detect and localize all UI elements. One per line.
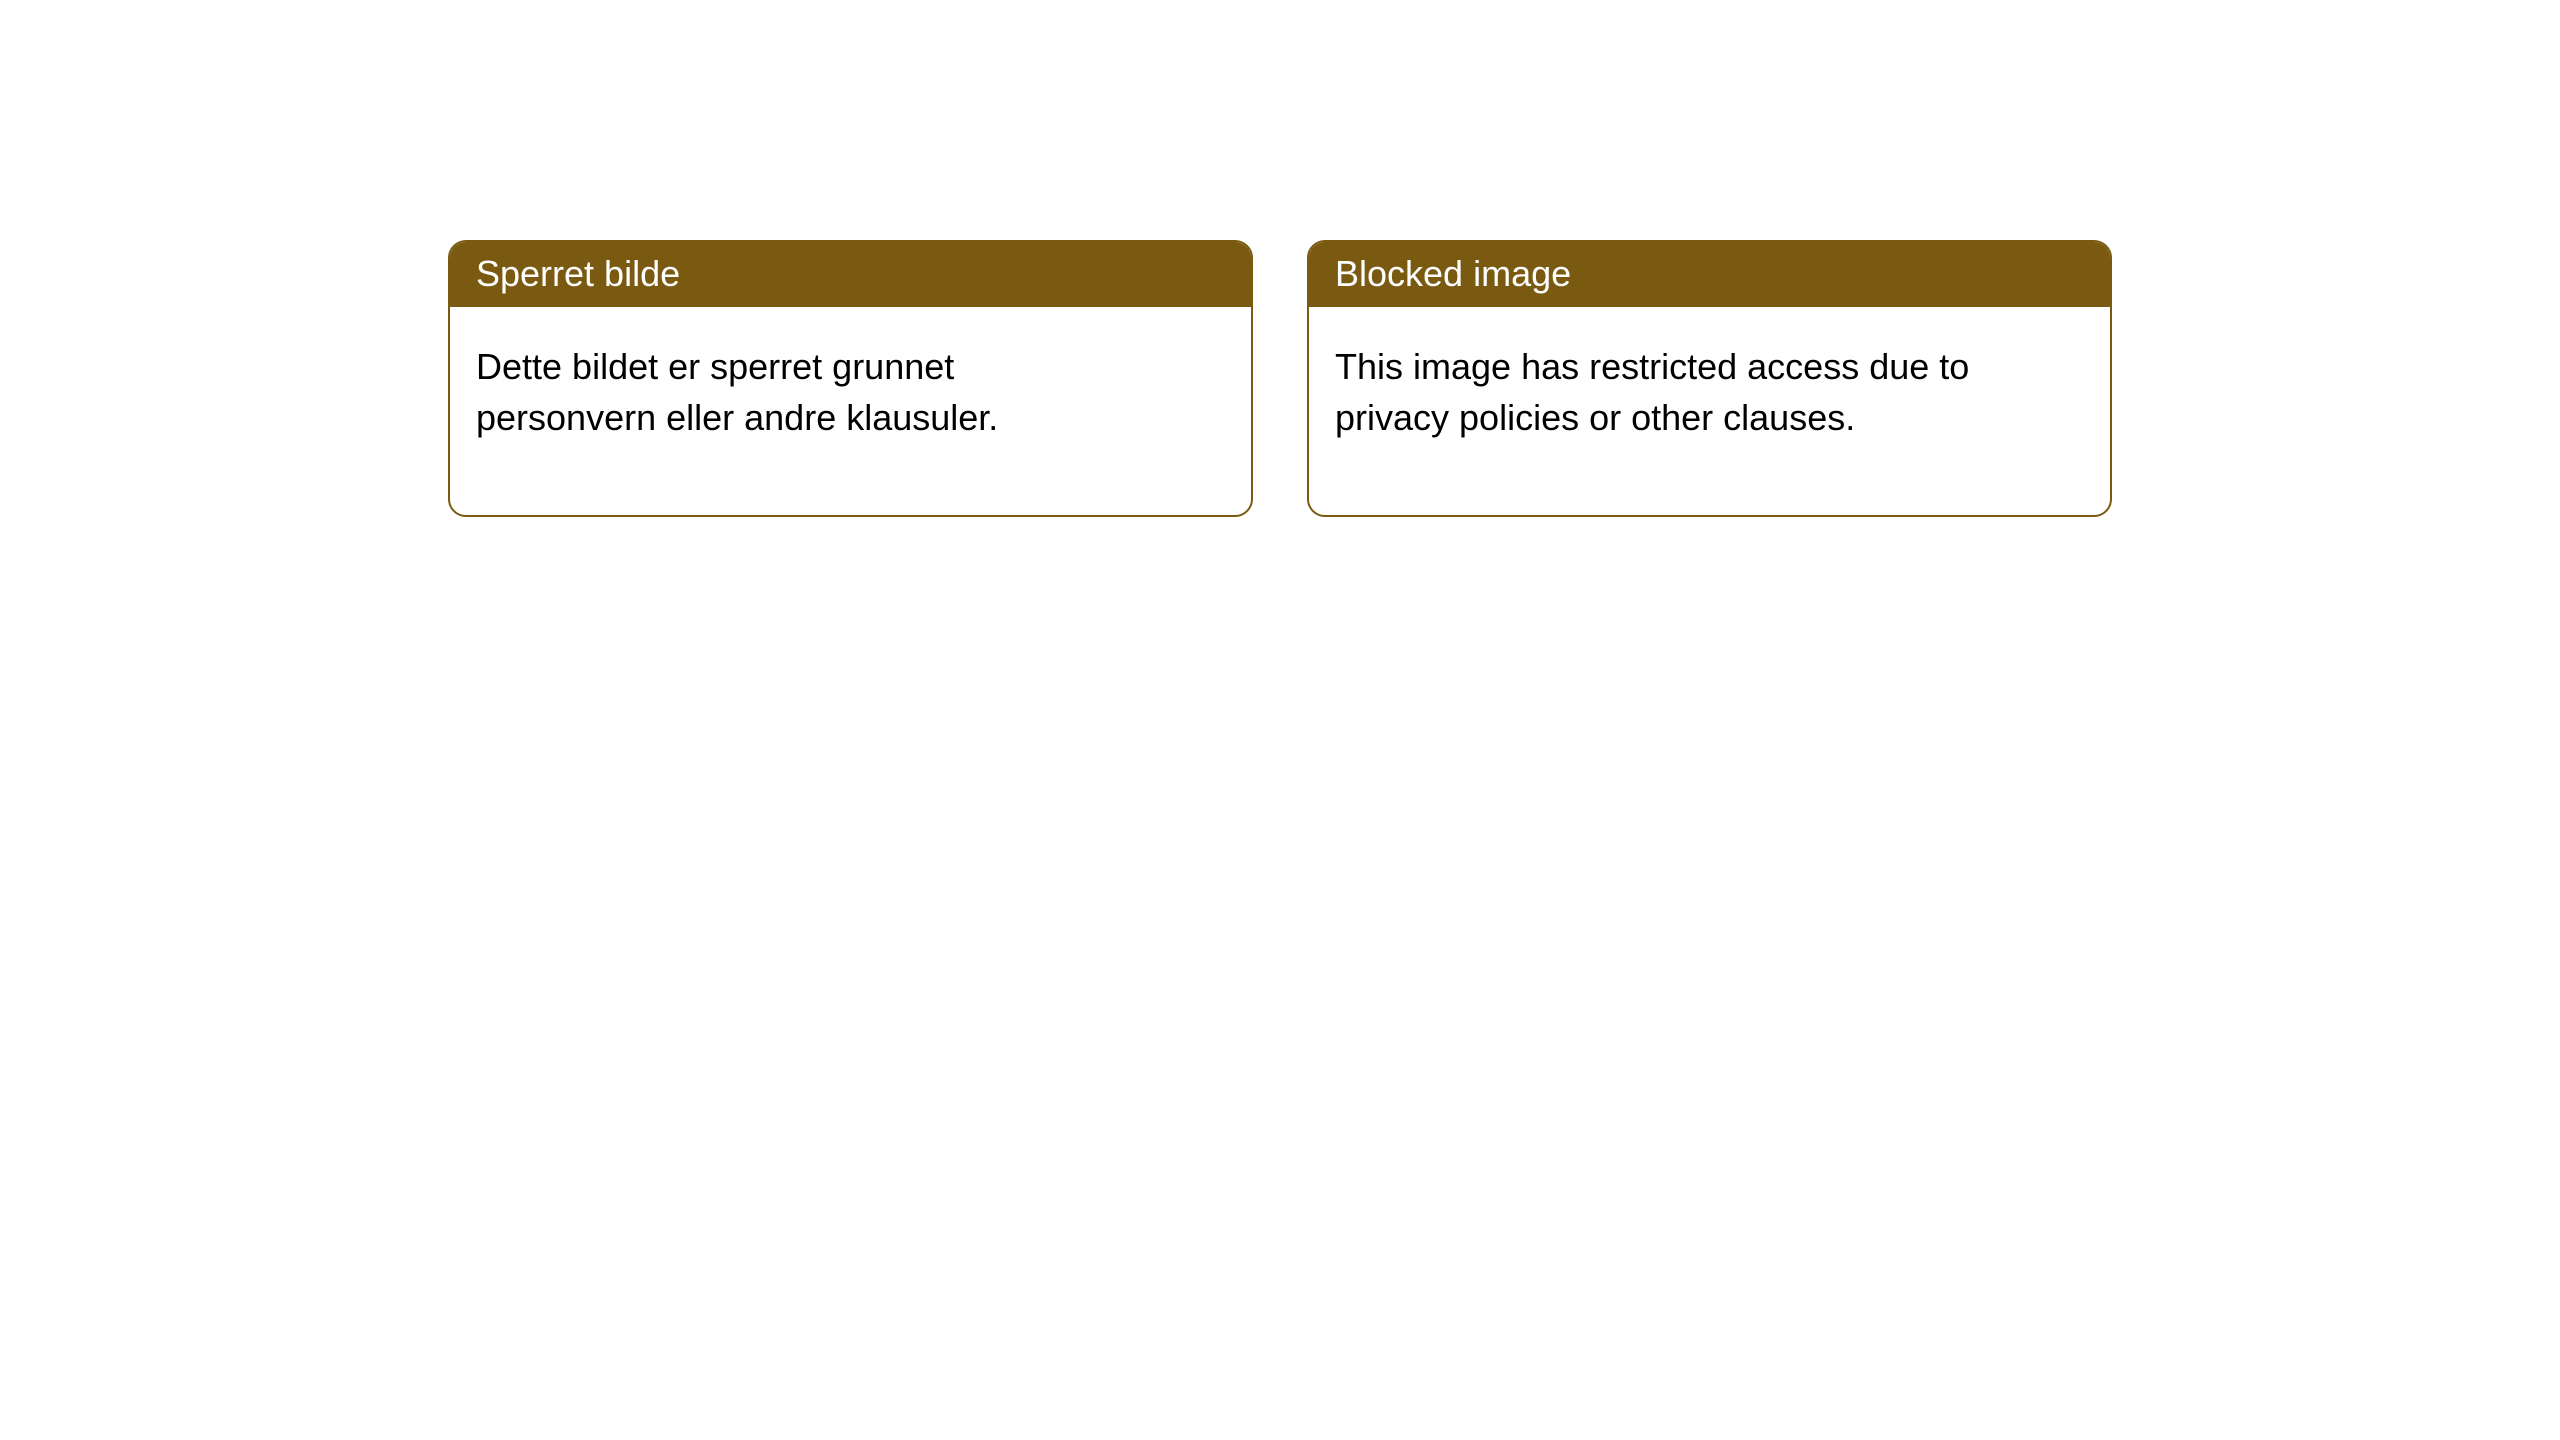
notice-header-norwegian: Sperret bilde [450, 242, 1251, 307]
notice-box-norwegian: Sperret bilde Dette bildet er sperret gr… [448, 240, 1253, 517]
notice-body-english: This image has restricted access due to … [1309, 307, 2009, 515]
notice-container: Sperret bilde Dette bildet er sperret gr… [448, 240, 2112, 517]
notice-header-english: Blocked image [1309, 242, 2110, 307]
notice-body-norwegian: Dette bildet er sperret grunnet personve… [450, 307, 1150, 515]
notice-box-english: Blocked image This image has restricted … [1307, 240, 2112, 517]
